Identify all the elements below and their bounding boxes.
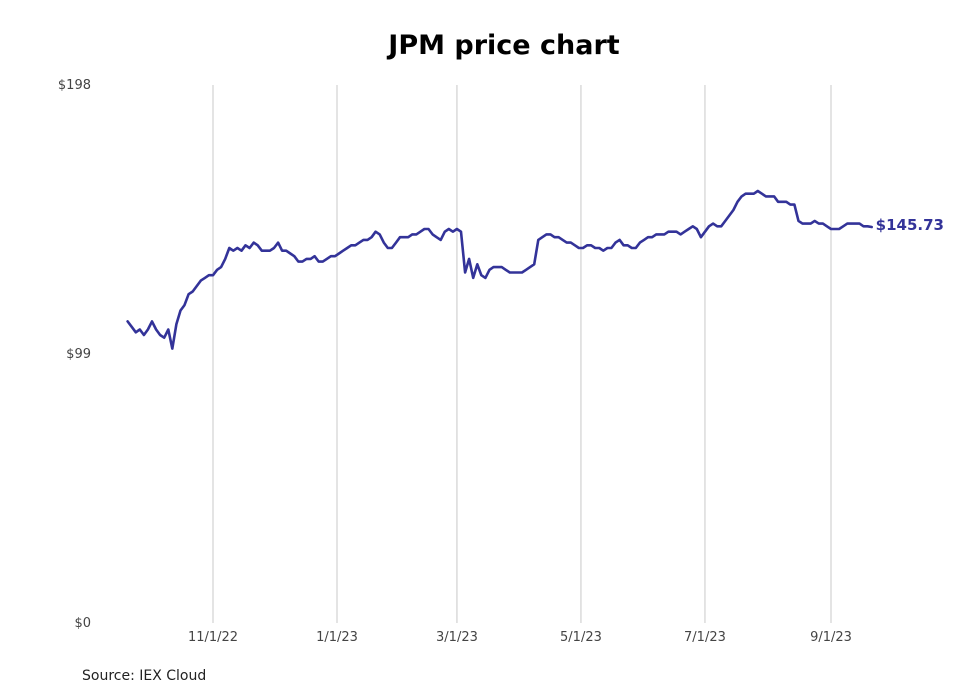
x-tick-label: 5/1/23 [560, 630, 602, 645]
x-tick-label: 9/1/23 [810, 630, 852, 645]
x-axis: 11/1/22 1/1/23 3/1/23 5/1/23 7/1/23 9/1/23 [188, 630, 852, 645]
y-axis: $198 $99 $0 [58, 78, 91, 631]
source-note: Source: IEX Cloud [82, 668, 207, 684]
grid-lines [212, 85, 832, 623]
last-price-label: $145.73 [876, 216, 944, 234]
x-tick-label: 3/1/23 [436, 630, 478, 645]
y-tick-label: $0 [74, 616, 91, 631]
x-tick-label: 1/1/23 [316, 630, 358, 645]
chart-title: JPM price chart [388, 30, 620, 61]
x-tick-label: 7/1/23 [684, 630, 726, 645]
price-series-line [126, 189, 873, 350]
y-tick-label: $99 [66, 347, 91, 362]
x-tick-label: 11/1/22 [188, 630, 238, 645]
y-tick-label: $198 [58, 78, 91, 93]
